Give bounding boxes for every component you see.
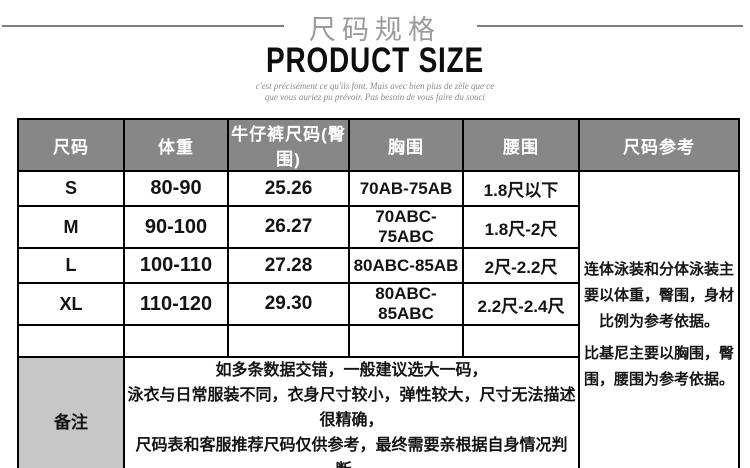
empty-cell xyxy=(17,324,125,358)
cell-weight: 110-120 xyxy=(123,282,229,326)
cell-weight: 100-110 xyxy=(123,247,229,284)
cell-jeans: 25.26 xyxy=(227,170,350,207)
cell-waist: 1.8尺-2尺 xyxy=(462,205,580,249)
remark-label: 备注 xyxy=(17,356,125,468)
empty-cell xyxy=(462,324,580,358)
column-header-weight: 体重 xyxy=(123,118,229,172)
cell-waist: 2.2尺-2.4尺 xyxy=(462,282,580,326)
column-header-reference: 尺码参考 xyxy=(578,118,740,172)
remark-row: 备注 如多条数据交错，一般建议选大一码， 泳衣与日常服装不同，衣身尺寸较小，弹性… xyxy=(17,356,739,468)
remark-line-2: 泳衣与日常服装不同，衣身尺寸较小，弹性较大，尺寸无法描述很精确， xyxy=(127,387,576,429)
empty-cell xyxy=(227,324,350,358)
page-title-chinese: 尺码规格 xyxy=(309,15,441,45)
cell-weight: 90-100 xyxy=(123,205,229,249)
size-table: 尺码 体重 牛仔裤尺码(臀围) 胸围 腰围 尺码参考 S 80-90 25.26… xyxy=(17,118,740,468)
remark-line-1: 如多条数据交错，一般建议选大一码， xyxy=(215,362,488,379)
subtitle-french-line2: que vous auriez pu prévoir. Pas besoin d… xyxy=(264,92,486,102)
empty-cell xyxy=(123,324,229,358)
cell-size: L xyxy=(17,247,125,284)
table-row-l: L 100-110 27.28 80ABC-85AB 2尺-2.2尺 xyxy=(17,247,739,284)
reference-note-swimsuit: 连体泳装和分体泳装主要以体重，臀围，身材比例为参考依据。 xyxy=(583,260,734,330)
remark-line-3: 尺码表和客服推荐尺码仅供参考，最终需要亲根据自身情况判断。 xyxy=(135,437,568,468)
subtitle-french-line1: c'est précisément ce qu'ils font. Mais a… xyxy=(255,81,495,91)
right-divider-line xyxy=(477,25,743,27)
table-row-m: M 90-100 26.27 70ABC-75ABC 1.8尺-2尺 xyxy=(17,205,739,249)
column-header-bust: 胸围 xyxy=(348,118,464,172)
cell-bust: 80ABC-85AB xyxy=(348,247,464,284)
cell-waist: 2尺-2.2尺 xyxy=(462,247,580,284)
column-header-size: 尺码 xyxy=(17,118,125,172)
cell-jeans: 26.27 xyxy=(227,205,350,249)
column-header-waist: 腰围 xyxy=(462,118,580,172)
size-reference-cell: 连体泳装和分体泳装主要以体重，臀围，身材比例为参考依据。 比基尼主要以胸围，臀围… xyxy=(578,170,740,468)
page-title-english: PRODUCT SIZE xyxy=(265,41,485,80)
left-divider-line xyxy=(2,25,284,27)
cell-size: S xyxy=(17,170,125,207)
remark-text-cell: 如多条数据交错，一般建议选大一码， 泳衣与日常服装不同，衣身尺寸较小，弹性较大，… xyxy=(123,356,580,468)
empty-cell xyxy=(348,324,464,358)
cell-jeans: 29.30 xyxy=(227,282,350,326)
cell-bust: 70AB-75AB xyxy=(348,170,464,207)
cell-weight: 80-90 xyxy=(123,170,229,207)
reference-note-bikini: 比基尼主要以胸围，臀围，腰围为参考依据。 xyxy=(583,344,734,388)
subtitle-french: c'est précisément ce qu'ils font. Mais a… xyxy=(0,81,750,103)
cell-jeans: 27.28 xyxy=(227,247,350,284)
table-row-xl: XL 110-120 29.30 80ABC-85ABC 2.2尺-2.4尺 xyxy=(17,282,739,326)
cell-bust: 80ABC-85ABC xyxy=(348,282,464,326)
table-header-row: 尺码 体重 牛仔裤尺码(臀围) 胸围 腰围 尺码参考 xyxy=(17,118,740,172)
column-header-jeans-hip: 牛仔裤尺码(臀围) xyxy=(227,118,350,172)
cell-waist: 1.8尺以下 xyxy=(462,170,580,207)
table-row-s: S 80-90 25.26 70AB-75AB 1.8尺以下 连体泳装和分体泳装… xyxy=(17,170,740,468)
cell-size: XL xyxy=(17,282,125,326)
cell-size: M xyxy=(17,205,125,249)
cell-bust: 70ABC-75ABC xyxy=(348,205,464,249)
table-spacer-row xyxy=(17,324,739,358)
